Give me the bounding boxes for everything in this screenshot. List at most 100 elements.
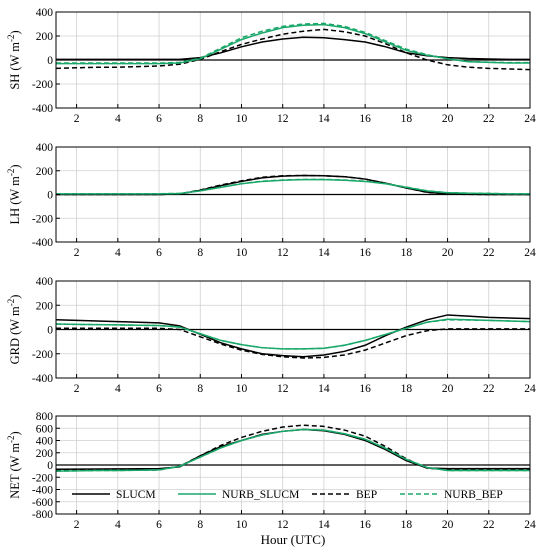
x-tick-label: 22: [483, 113, 495, 125]
x-tick-label: 16: [359, 113, 371, 125]
series-line-slucm: [55, 428, 530, 471]
y-tick-label: 0: [47, 460, 53, 472]
x-tick-label: 2: [74, 383, 80, 395]
x-tick-label: 18: [401, 113, 413, 125]
y-axis-label: LH (W m-2): [6, 164, 22, 224]
x-tick-label: 24: [524, 113, 536, 125]
y-tick-label: 800: [36, 411, 54, 423]
x-tick-label: 24: [524, 247, 536, 259]
x-tick-label: 18: [401, 519, 413, 531]
x-tick-label: 4: [115, 247, 121, 259]
x-tick-label: 6: [156, 113, 162, 125]
series-line-bep: [55, 424, 530, 472]
x-tick-label: 6: [156, 247, 162, 259]
y-tick-label: 400: [36, 7, 54, 19]
x-tick-label: 22: [483, 247, 495, 259]
y-tick-label: 0: [47, 55, 53, 67]
y-tick-label: -800: [32, 509, 53, 521]
y-tick-label: 200: [36, 166, 54, 178]
x-tick-label: 16: [359, 247, 371, 259]
y-tick-label: 0: [47, 190, 53, 202]
x-tick-label: 6: [156, 383, 162, 395]
series-line-nurb-slucm: [56, 178, 530, 195]
x-tick-label: 10: [236, 247, 248, 259]
x-tick-label: 12: [277, 383, 289, 395]
x-tick-label: 14: [318, 247, 330, 259]
x-tick-label: 22: [483, 519, 495, 531]
x-tick-label: 14: [318, 383, 330, 395]
y-tick-label: -400: [32, 237, 53, 249]
y-tick-label: 200: [36, 300, 54, 312]
x-tick-label: 10: [236, 113, 248, 125]
y-tick-label: 200: [36, 448, 54, 460]
x-axis-label: Hour (UTC): [261, 532, 326, 547]
series-line-slucm: [56, 36, 530, 61]
series-line-nurb-bep: [55, 428, 530, 472]
x-tick-label: 22: [483, 383, 495, 395]
legend-label: SLUCM: [116, 489, 156, 501]
y-axis-label: GRD (W m-2): [6, 295, 22, 365]
x-tick-label: 16: [359, 383, 371, 395]
y-tick-label: 0: [47, 325, 53, 337]
x-tick-label: 8: [197, 247, 203, 259]
series-line-nurb-bep: [55, 319, 531, 350]
y-tick-label: -200: [32, 79, 53, 91]
y-tick-label: 400: [36, 276, 54, 288]
legend-label: NURB_SLUCM: [222, 489, 299, 501]
y-axis-label: SH (W m-2): [6, 30, 22, 89]
series-line-nurb-bep: [56, 178, 530, 195]
x-tick-label: 10: [236, 519, 248, 531]
y-tick-label: -400: [32, 485, 53, 497]
legend-label: BEP: [356, 489, 377, 501]
x-tick-label: 4: [115, 519, 121, 531]
x-tick-label: 12: [277, 113, 289, 125]
x-tick-label: 4: [115, 383, 121, 395]
y-tick-label: -400: [32, 103, 53, 115]
x-tick-label: 24: [524, 519, 536, 531]
x-tick-label: 2: [74, 519, 80, 531]
series-line-bep: [56, 174, 530, 196]
x-tick-label: 6: [156, 519, 162, 531]
x-tick-label: 12: [277, 519, 289, 531]
x-tick-label: 14: [318, 113, 330, 125]
series-line-slucm: [55, 314, 531, 358]
x-tick-label: 2: [74, 247, 80, 259]
x-tick-label: 8: [197, 519, 203, 531]
x-tick-label: 4: [115, 113, 121, 125]
x-tick-label: 14: [318, 519, 330, 531]
series-line-bep: [56, 327, 530, 359]
series-line-nurb-bep: [56, 22, 530, 64]
series-line-bep: [55, 28, 531, 71]
panel-4: 2 4 6 8 10 12 14 16 18 20 22 24-800-600-400-2000200…: [6, 411, 536, 531]
x-tick-label: 18: [401, 247, 413, 259]
x-tick-label: 10: [236, 383, 248, 395]
y-tick-label: 600: [36, 423, 54, 435]
x-tick-label: 8: [197, 383, 203, 395]
y-tick-label: 400: [36, 142, 54, 154]
x-tick-label: 20: [442, 383, 454, 395]
y-tick-label: -200: [32, 213, 53, 225]
y-tick-label: -600: [32, 497, 53, 509]
series-line-nurb-slucm: [55, 318, 531, 350]
series-line-nurb-slucm: [56, 23, 530, 65]
series-line-slucm: [56, 174, 530, 196]
x-tick-label: 20: [442, 113, 454, 125]
x-tick-label: 2: [74, 113, 80, 125]
legend-label: NURB_BEP: [444, 489, 503, 501]
legend: SLUCM NURB_SLUCM BEP NURB_BEP: [72, 489, 503, 501]
y-tick-label: -200: [32, 349, 53, 361]
y-tick-label: -400: [32, 373, 53, 385]
x-tick-label: 8: [197, 113, 203, 125]
x-tick-label: 20: [442, 247, 454, 259]
y-tick-label: 200: [36, 31, 54, 43]
x-tick-label: 18: [401, 383, 413, 395]
x-tick-label: 24: [524, 383, 536, 395]
y-axis-label: NET (W m-2): [6, 431, 22, 498]
y-tick-label: 400: [36, 436, 54, 448]
x-tick-label: 20: [442, 519, 454, 531]
x-tick-label: 12: [277, 247, 289, 259]
